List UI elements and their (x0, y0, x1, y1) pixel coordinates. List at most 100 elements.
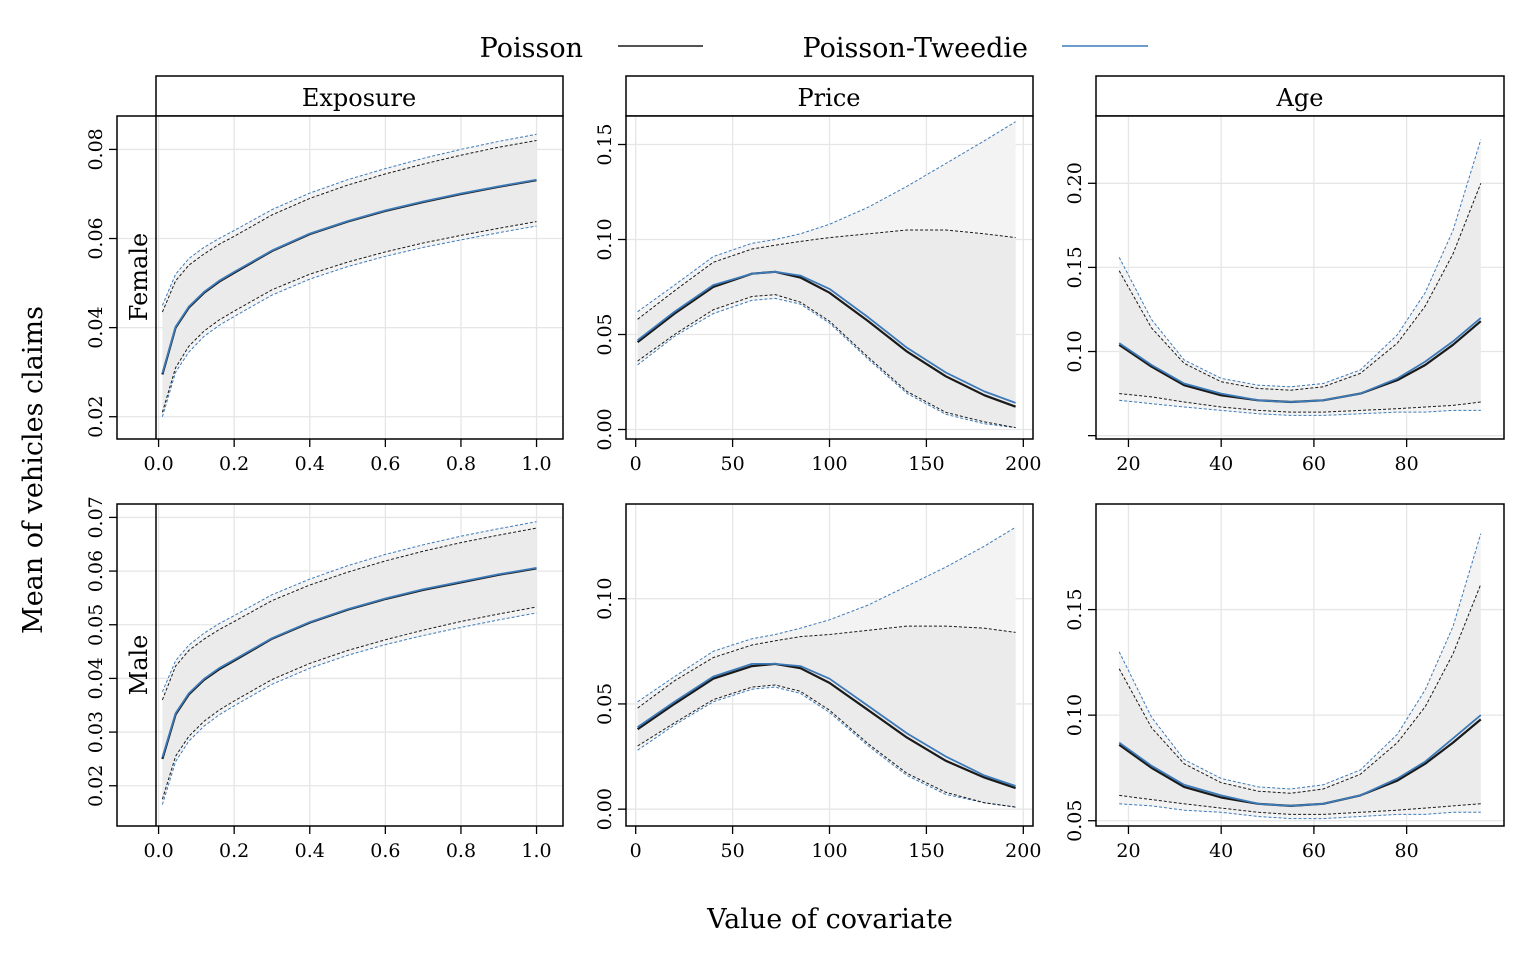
panel-female-age: 20 40 60 80 0.10 0.15 0.20 (1064, 115, 1505, 475)
panel-male-price-line-poisson-tweedie-upper (637, 526, 1016, 703)
panel-female-exposure-plot-area (117, 116, 563, 439)
panel-female-exposure-y-tick-label-0: 0.02 (85, 396, 107, 438)
strip-female-label: Female (125, 233, 153, 322)
panel-male-price-x-tick-label-1: 50 (721, 840, 745, 862)
panel-female-price-line-poisson-tweedie-upper (637, 121, 1016, 313)
panel-female-exposure-y-tick-label-1: 0.04 (85, 306, 107, 348)
panel-male-age: 20 40 60 80 0.05 0.10 0.15 (1064, 503, 1505, 862)
panel-male-exposure-x-tick-label-3: 0.6 (370, 840, 400, 862)
panel-male-age-frame (1095, 503, 1505, 827)
panel-female-price-plot-area (626, 116, 1033, 439)
panel-female-price-x-tick-label-1: 50 (721, 453, 745, 475)
panel-female-exposure-x-tick-label-3: 0.6 (370, 453, 400, 475)
panel-female-exposure-line-poisson-tweedie-lower (161, 225, 537, 417)
strip-male: Male (125, 504, 157, 826)
panel-female-exposure-y-tick-label-2: 0.06 (85, 217, 107, 259)
panel-male-price-x-tick-label-0: 0 (630, 840, 642, 862)
panel-female-price-line-poisson-tweedie-mean (637, 270, 1016, 404)
panel-male-exposure-line-poisson-lower (161, 606, 537, 800)
panel-male-exposure-y-tick-label-5: 0.07 (85, 496, 107, 538)
strip-age-box (1095, 75, 1505, 117)
panel-male-exposure-y-tick-label-3: 0.05 (85, 604, 107, 646)
panel-male-age-line-poisson-tweedie-upper (1118, 533, 1482, 790)
x-axis-title: Value of covariate (706, 904, 953, 935)
panel-female-age-band-poisson (1119, 183, 1481, 413)
panel-male-exposure-y-tick-label-2: 0.04 (85, 657, 107, 699)
panel-female-age-band-poisson-tweedie (1119, 139, 1481, 416)
panel-female-age-line-poisson-tweedie-lower (1119, 399, 1481, 416)
panel-female-age-y-tick-label-1: 0.10 (1064, 330, 1086, 372)
panel-female-age-x-tick-label-3: 80 (1395, 453, 1419, 475)
panel-male-price-y-tick-label-1: 0.05 (594, 683, 616, 725)
panel-female-price-x-tick-label-3: 150 (908, 453, 944, 475)
strip-price-label: Price (798, 84, 861, 112)
panel-male-price-line-poisson-upper (637, 625, 1016, 709)
panel-male-exposure-y-tick-label-0: 0.02 (85, 765, 107, 807)
strip-price-box (625, 75, 1034, 117)
strip-male-label: Male (125, 635, 153, 696)
panel-male-price-line-poisson-tweedie-mean (637, 663, 1016, 787)
panel-male-exposure-x-tick-label-2: 0.4 (295, 840, 325, 862)
panel-male-exposure-frame (116, 503, 564, 827)
panel-male-age-y-tick-label-2: 0.15 (1064, 588, 1086, 630)
panel-female-price-y-tick-label-2: 0.10 (594, 218, 616, 260)
panel-female-price-y-tick-label-0: 0.00 (594, 408, 616, 450)
panel-female-age-x-tick-label-2: 60 (1302, 453, 1326, 475)
panel-male-age-line-poisson-tweedie-lower (1119, 803, 1481, 820)
panel-male-age-line-poisson-tweedie-mean (1118, 714, 1482, 807)
panel-female-exposure-y-tick-label-3: 0.08 (85, 128, 107, 170)
panel-female-exposure-line-poisson-tweedie-upper (161, 133, 537, 306)
panel-male-exposure-y-tick-label-4: 0.06 (85, 550, 107, 592)
panel-female-exposure: 0.0 0.2 0.4 0.6 0.8 1.0 0.02 0.04 0.06 0.08 (85, 115, 564, 475)
panel-male-price-line-poisson-tweedie-lower (637, 686, 1016, 808)
panel-male-exposure: 0.0 0.2 0.4 0.6 0.8 1.0 0.02 0.03 0.04 0.05 0.06 0.… (85, 496, 564, 862)
panel-male-age-band-poisson-tweedie (1119, 533, 1481, 819)
panel-male-exposure-plot-area (117, 504, 563, 826)
panel-female-price: 0 50 100 150 200 0.00 0.05 0.10 0.15 (594, 115, 1041, 475)
panel-male-age-x-tick-label-3: 80 (1395, 840, 1419, 862)
panel-female-exposure-x-tick-label-0: 0.0 (143, 453, 173, 475)
panel-male-exposure-x-tick-label-5: 1.0 (521, 840, 551, 862)
panel-female-age-frame (1095, 115, 1505, 440)
panel-female-age-y-tick-label-2: 0.15 (1064, 246, 1086, 288)
panel-female-exposure-x-tick-label-1: 0.2 (219, 453, 249, 475)
panel-male-exposure-line-poisson-tweedie-lower (161, 612, 537, 805)
panel-male-exposure-line-poisson-tweedie-mean (161, 567, 537, 758)
panel-male-age-line-poisson-upper (1118, 584, 1482, 794)
panel-female-exposure-x-tick-label-5: 1.0 (521, 453, 551, 475)
panel-female-exposure-band-poisson (162, 140, 537, 413)
panel-male-exposure-line-poisson-upper (161, 527, 537, 701)
panel-female-price-line-poisson-lower (637, 294, 1016, 429)
panel-female-price-x-tick-label-0: 0 (630, 453, 642, 475)
y-axis-title: Mean of vehicles claims (18, 306, 49, 634)
panel-female-exposure-frame (116, 115, 564, 440)
panel-male-age-x-tick-label-1: 40 (1209, 840, 1233, 862)
panel-male-price-x-tick-label-3: 150 (908, 840, 944, 862)
strip-price: Price (625, 75, 1034, 117)
panel-male-exposure-y-tick-label-1: 0.03 (85, 711, 107, 753)
panel-female-price-x-tick-label-2: 100 (811, 453, 847, 475)
panel-male-price-x-tick-label-4: 200 (1005, 840, 1041, 862)
panel-female-price-line-poisson-upper (637, 229, 1016, 320)
legend-label-poisson-tweedie: Poisson-Tweedie (803, 33, 1029, 64)
panel-male-age-y-tick-label-1: 0.10 (1064, 694, 1086, 736)
strip-age: Age (1095, 75, 1505, 117)
panel-female-age-line-poisson-upper (1118, 183, 1482, 391)
panel-female-price-y-tick-label-3: 0.15 (594, 123, 616, 165)
panel-male-age-x-tick-label-2: 60 (1302, 840, 1326, 862)
panel-male-age-plot-area (1096, 504, 1504, 826)
panel-female-exposure-line-poisson-tweedie-mean (161, 178, 537, 374)
panel-male-price-y-tick-label-2: 0.10 (594, 578, 616, 620)
strip-female: Female (125, 116, 157, 439)
panel-female-age-x-tick-label-0: 20 (1116, 453, 1140, 475)
panel-male-exposure-x-tick-label-4: 0.8 (446, 840, 476, 862)
panel-male-price-x-tick-label-2: 100 (811, 840, 847, 862)
panel-male-age-x-tick-label-0: 20 (1116, 840, 1140, 862)
panel-female-exposure-x-tick-label-2: 0.4 (295, 453, 325, 475)
panel-male-price-line-poisson-lower (637, 684, 1016, 808)
panel-male-exposure-x-tick-label-1: 0.2 (219, 840, 249, 862)
panel-female-age-plot-area (1096, 116, 1504, 439)
panel-male-price-y-tick-label-0: 0.00 (594, 788, 616, 830)
panel-male-price: 0 50 100 150 200 0.00 0.05 0.10 (594, 503, 1041, 862)
